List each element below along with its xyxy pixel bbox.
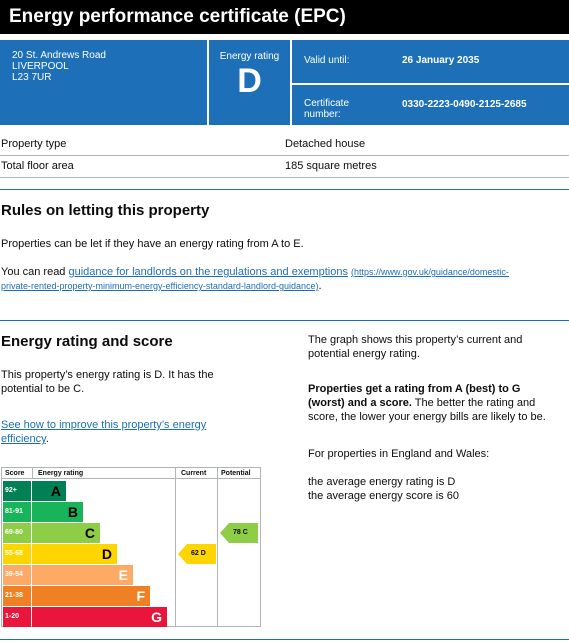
letting-heading: Rules on letting this property: [1, 202, 210, 219]
average-rating: the average energy rating is D: [308, 476, 456, 488]
certificate-value: 0330-2223-0490-2125-2685: [402, 99, 527, 110]
valid-until-value: 26 January 2035: [402, 55, 480, 66]
address-panel: 20 St. Andrews Road LIVERPOOL L23 7UR: [0, 40, 207, 125]
chart-divider: [217, 468, 218, 626]
band-bar-c: C: [32, 523, 100, 543]
band-score-a: 92+: [3, 481, 31, 501]
chart-divider: [175, 468, 176, 626]
energy-rating-value: D: [237, 62, 262, 100]
score-heading: Energy rating and score: [1, 333, 173, 350]
landlord-guidance-url-1[interactable]: (https://www.gov.uk/guidance/domestic-: [351, 267, 509, 277]
band-bar-f: F: [32, 586, 150, 606]
improve-link-suffix: .: [45, 433, 49, 445]
chart-header: Score Energy rating Current Potential: [2, 468, 260, 479]
property-type-value: Detached house: [285, 138, 366, 150]
certificate-panel: Certificate number: 0330-2223-0490-2125-…: [292, 85, 569, 125]
certificate-label: Certificate number:: [304, 98, 350, 120]
score-paragraph: This property’s energy rating is D. It h…: [1, 368, 214, 396]
graph-explanation-1: The graph shows this property’s current …: [308, 334, 523, 346]
band-score-f: 21-38: [3, 586, 31, 606]
address-line-1: 20 St. Andrews Road: [12, 50, 106, 61]
improve-efficiency-link-2[interactable]: efficiency: [1, 433, 46, 445]
chart-divider: [32, 468, 33, 479]
energy-rating-chart: Score Energy rating Current Potential 92…: [1, 467, 261, 627]
rating-explanation: Properties get a rating from A (best) to…: [308, 382, 568, 424]
landlord-guidance-url-2[interactable]: private-rented-property-minimum-energy-e…: [1, 281, 319, 291]
improve-link-paragraph: See how to improve this property’s energ…: [1, 418, 206, 446]
band-bar-g: G: [32, 607, 167, 627]
band-score-e: 39-54: [3, 565, 31, 585]
graph-explanation: The graph shows this property’s current …: [308, 333, 568, 361]
score-header: Score: [5, 470, 25, 477]
rating-header: Energy rating: [38, 470, 84, 477]
section-divider: [0, 189, 569, 190]
average-score: the average energy score is 60: [308, 490, 460, 502]
address-line-2: LIVERPOOL: [12, 61, 69, 72]
rating-explanation-bold-2: (worst) and a score.: [308, 397, 412, 409]
region-label: For properties in England and Wales:: [308, 448, 490, 460]
floor-area-value: 185 square metres: [285, 160, 377, 172]
letting-guidance-prefix: You can read: [1, 266, 69, 278]
potential-header: Potential: [221, 470, 251, 477]
page-title: Energy performance certificate (EPC): [0, 0, 569, 34]
band-score-b: 81-91: [3, 502, 31, 522]
letting-paragraph: Properties can be let if they have an en…: [1, 238, 304, 250]
band-bar-d: D: [32, 544, 117, 564]
band-bar-b: B: [32, 502, 83, 522]
landlord-guidance-link[interactable]: guidance for landlords on the regulation…: [68, 266, 348, 278]
energy-rating-label: Energy rating: [219, 51, 280, 62]
address-line-3: L23 7UR: [12, 72, 52, 83]
band-bar-a: A: [32, 481, 66, 501]
band-score-c: 69-80: [3, 523, 31, 543]
rating-explanation-bold-1: Properties get a rating from A (best) to…: [308, 383, 521, 395]
valid-until-label: Valid until:: [304, 55, 350, 66]
rating-explanation-rest-2: score, the lower your energy bills are l…: [308, 411, 546, 423]
score-text-1: This property’s energy rating is D. It h…: [1, 369, 214, 381]
current-rating-arrow: 62 D: [178, 544, 218, 564]
letting-guidance-suffix: .: [318, 280, 322, 292]
floor-area-label: Total floor area: [1, 160, 74, 172]
section-divider: [0, 320, 569, 321]
current-header: Current: [181, 470, 207, 477]
rating-explanation-rest-1: The better the rating and: [411, 397, 536, 409]
property-type-row: Property type Detached house: [0, 134, 569, 156]
band-bar-e: E: [32, 565, 133, 585]
energy-rating-panel: Energy rating D: [209, 40, 290, 125]
letting-guidance-paragraph: You can read guidance for landlords on t…: [1, 265, 569, 293]
score-text-2: potential to be C.: [1, 383, 85, 395]
valid-until-panel: Valid until: 26 January 2035: [292, 40, 569, 83]
improve-efficiency-link-1[interactable]: See how to improve this property’s energ…: [1, 419, 207, 431]
potential-rating-arrow: 78 C: [220, 523, 260, 543]
property-type-label: Property type: [1, 138, 67, 150]
graph-explanation-2: potential energy rating.: [308, 348, 420, 360]
section-divider: [0, 639, 569, 640]
band-score-d: 55-68: [3, 544, 31, 564]
floor-area-row: Total floor area 185 square metres: [0, 156, 569, 178]
band-score-g: 1-20: [3, 607, 31, 627]
